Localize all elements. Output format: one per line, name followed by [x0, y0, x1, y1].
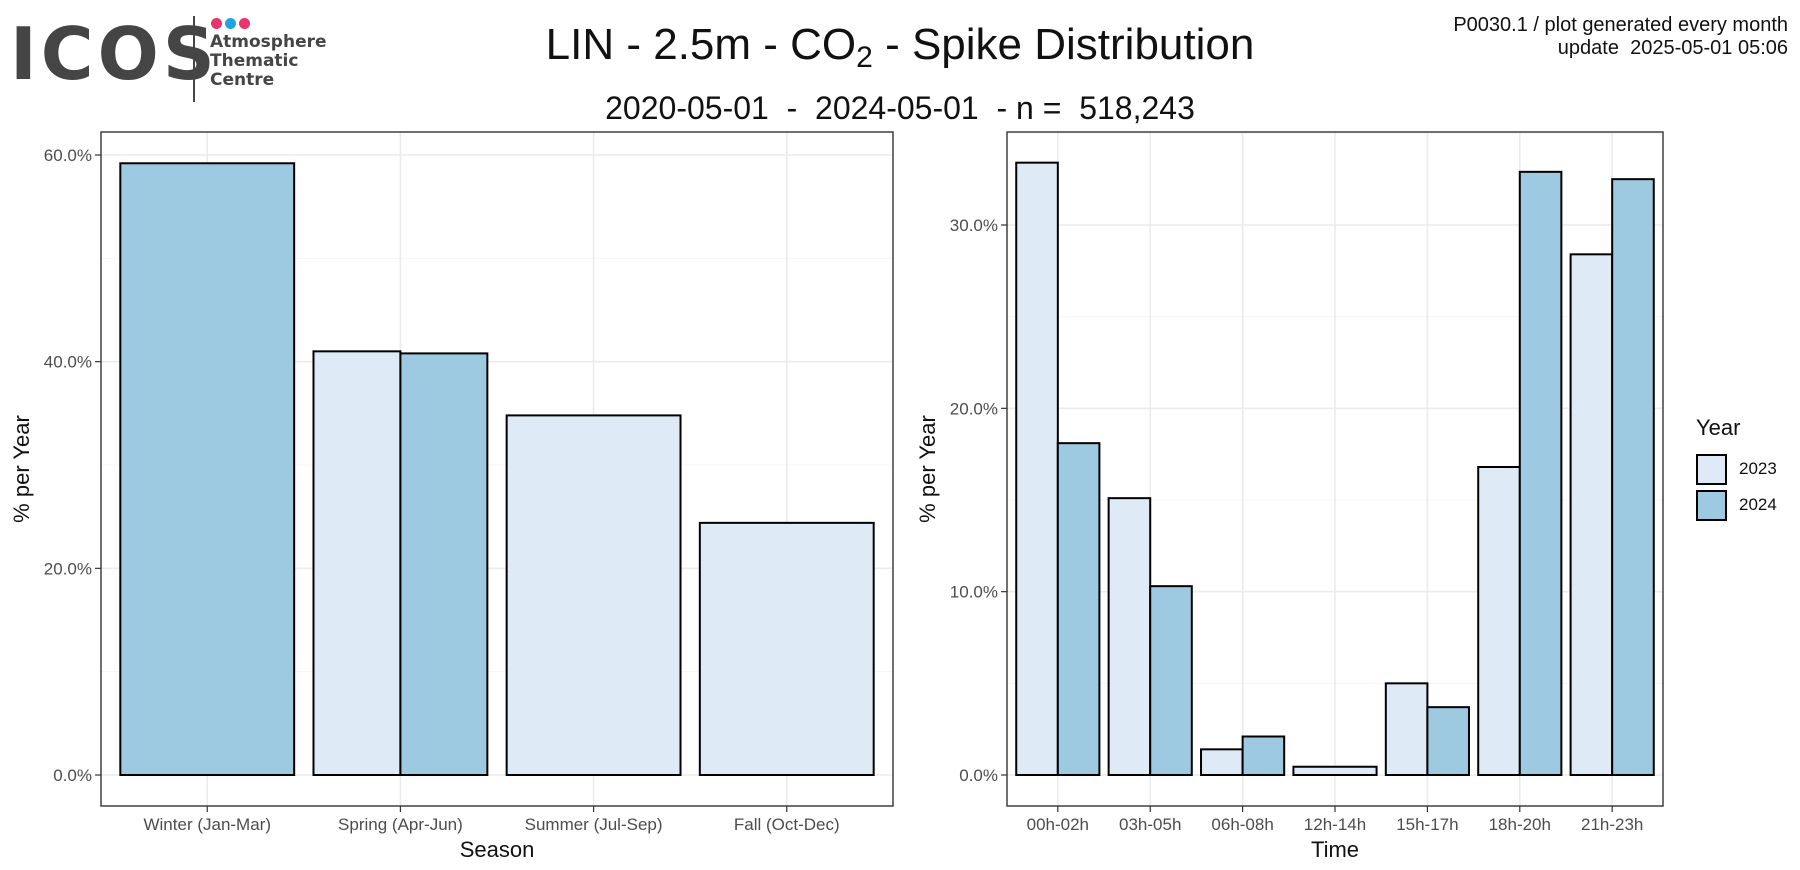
- legend-item-2024: 2024: [1696, 487, 1777, 523]
- bar-2024-15h-17h: [1426, 706, 1470, 777]
- legend-swatch-2023: [1696, 453, 1727, 485]
- x-tick-label: 15h-17h: [1396, 815, 1458, 834]
- bar-2023-summer-jul-sep-: [505, 414, 682, 776]
- legend: Year 2023 2024: [1696, 415, 1777, 523]
- legend-label-2023: 2023: [1739, 459, 1777, 478]
- plot-border: [100, 131, 894, 807]
- y-tick-label: 30.0%: [950, 216, 998, 235]
- bar-all-12h-14h: [1292, 765, 1378, 776]
- logo-line-1: Atmosphere: [210, 32, 327, 52]
- bar-2024-18h-20h: [1518, 170, 1563, 777]
- legend-swatch-2024: [1696, 489, 1727, 521]
- icos-logo: ICOS Atmosphere Thematic Centre: [10, 12, 330, 107]
- x-tick-label: 12h-14h: [1304, 815, 1366, 834]
- logo-dot-1: [211, 18, 222, 29]
- logo-wordmark: ICOS: [10, 12, 219, 96]
- y-axis-label: % per Year: [9, 415, 34, 523]
- x-tick-label: 00h-02h: [1027, 815, 1089, 834]
- bar-2023-fall-oct-dec-: [698, 521, 875, 776]
- x-axis-label: Season: [460, 837, 535, 862]
- logo-line-3: Centre: [210, 70, 275, 90]
- y-tick-label: 20.0%: [44, 559, 92, 578]
- logo-divider: [193, 16, 195, 102]
- y-tick-label: 10.0%: [950, 583, 998, 602]
- bar-2023-21h-23h: [1569, 253, 1614, 777]
- chart-subtitle: 2020-05-01 - 2024-05-01 - n = 518,243: [605, 90, 1195, 126]
- y-tick-label: 20.0%: [950, 399, 998, 418]
- x-tick-label: 18h-20h: [1489, 815, 1551, 834]
- x-tick-label: Summer (Jul-Sep): [525, 815, 663, 834]
- meta-line-2: update 2025-05-01 05:06: [1557, 37, 1788, 59]
- y-tick-label: 40.0%: [44, 353, 92, 372]
- logo-caption: Atmosphere Thematic Centre: [210, 33, 327, 90]
- title-main: LIN - 2.5m - CO: [545, 20, 857, 69]
- bar-2023-00h-02h: [1015, 161, 1059, 776]
- legend-item-2023: 2023: [1696, 451, 1777, 487]
- title-subscript: 2: [856, 41, 873, 74]
- chart-title: LIN - 2.5m - CO2 - Spike Distribution: [0, 18, 1800, 85]
- y-tick-label: 0.0%: [959, 766, 998, 785]
- x-tick-label: Fall (Oct-Dec): [734, 815, 840, 834]
- bar-2024-03h-05h: [1149, 585, 1193, 777]
- bar-2023-03h-05h: [1107, 497, 1152, 776]
- chart-panel-2: [1001, 131, 1664, 812]
- y-tick-label: 60.0%: [44, 146, 92, 165]
- bar-2023-06h-08h: [1200, 748, 1244, 776]
- logo-dot-3: [239, 18, 250, 29]
- plot-meta: P0030.1 / plot generated every month upd…: [1453, 14, 1788, 60]
- meta-line-1: P0030.1 / plot generated every month: [1453, 14, 1788, 36]
- logo-dot-2: [225, 18, 236, 29]
- x-tick-label: 03h-05h: [1119, 815, 1181, 834]
- y-tick-label: 0.0%: [53, 766, 92, 785]
- x-tick-label: Winter (Jan-Mar): [143, 815, 271, 834]
- title-end: - Spike Distribution: [872, 20, 1255, 69]
- bar-2024-spring-apr-jun-: [399, 352, 489, 776]
- bar-2024-21h-23h: [1611, 178, 1655, 776]
- bar-2024-winter-jan-mar-: [119, 162, 296, 776]
- y-axis-label: % per Year: [915, 415, 940, 523]
- legend-title: Year: [1696, 415, 1741, 440]
- logo-line-2: Thematic: [210, 51, 299, 71]
- logo-dots: [211, 16, 253, 34]
- x-tick-label: Spring (Apr-Jun): [338, 815, 463, 834]
- bar-2024-00h-02h: [1056, 442, 1101, 776]
- chart-panel-1: [95, 131, 894, 812]
- bar-2024-06h-08h: [1241, 735, 1286, 776]
- legend-label-2024: 2024: [1739, 495, 1777, 514]
- bar-2023-18h-20h: [1477, 466, 1521, 776]
- x-tick-label: 06h-08h: [1211, 815, 1273, 834]
- x-tick-label: 21h-23h: [1581, 815, 1643, 834]
- x-axis-label: Time: [1311, 837, 1359, 862]
- bar-2023-15h-17h: [1384, 682, 1429, 776]
- bar-2023-spring-apr-jun-: [312, 350, 402, 776]
